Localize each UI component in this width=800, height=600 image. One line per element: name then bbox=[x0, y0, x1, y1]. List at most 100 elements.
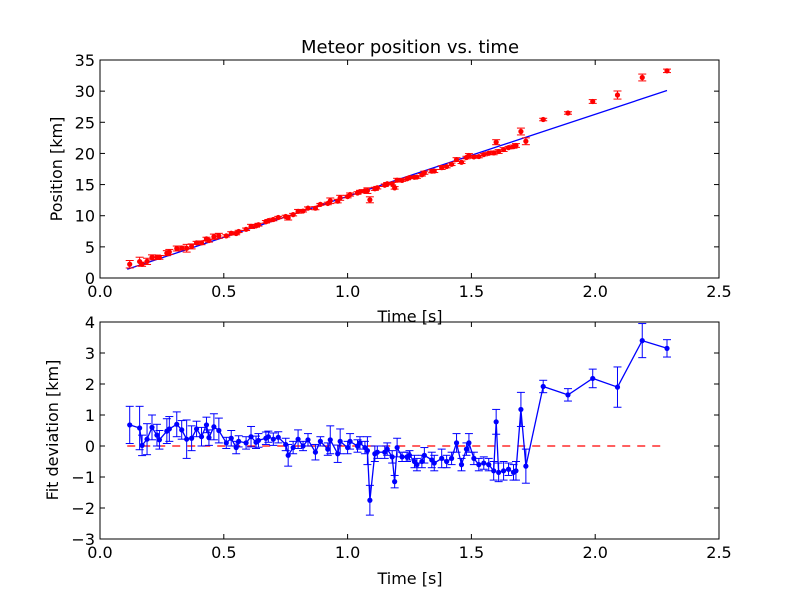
deviation-point bbox=[248, 434, 254, 440]
position-point bbox=[216, 233, 222, 239]
deviation-point bbox=[493, 419, 499, 425]
position-point bbox=[206, 237, 212, 244]
deviation-point bbox=[347, 438, 353, 444]
deviation-data bbox=[125, 323, 672, 516]
position-point bbox=[149, 254, 155, 260]
x-tick-label: 1.5 bbox=[459, 282, 484, 301]
x-tick-label: 0.5 bbox=[211, 543, 236, 562]
position-point bbox=[518, 128, 524, 135]
position-point bbox=[448, 161, 455, 167]
deviation-point bbox=[444, 458, 450, 465]
position-point bbox=[243, 226, 249, 232]
deviation-point bbox=[639, 338, 645, 344]
deviation-point bbox=[203, 422, 210, 428]
deviation-point bbox=[431, 460, 437, 466]
deviation-point bbox=[255, 437, 262, 444]
position-data bbox=[125, 68, 672, 270]
y-tick-label: 0 bbox=[85, 269, 95, 288]
deviation-point bbox=[540, 383, 546, 390]
position-point bbox=[184, 245, 190, 251]
deviation-point bbox=[518, 406, 524, 413]
deviation-point bbox=[476, 462, 482, 468]
position-point bbox=[444, 163, 450, 170]
y-tick-label: 25 bbox=[75, 113, 95, 132]
position-point bbox=[367, 197, 373, 203]
position-point bbox=[476, 153, 482, 160]
deviation-point bbox=[421, 452, 427, 458]
position-point bbox=[505, 145, 512, 151]
deviation-point bbox=[523, 463, 529, 469]
deviation-point bbox=[139, 442, 145, 448]
position-point bbox=[414, 174, 420, 180]
y-tick-label: 10 bbox=[75, 207, 95, 226]
position-point bbox=[327, 198, 333, 204]
position-point bbox=[364, 188, 371, 194]
position-point bbox=[285, 215, 291, 221]
deviation-point bbox=[317, 438, 323, 444]
position-point bbox=[639, 74, 645, 81]
deviation-point bbox=[216, 427, 222, 434]
deviation-point bbox=[243, 440, 249, 446]
position-point bbox=[156, 254, 163, 260]
deviation-point bbox=[448, 455, 455, 461]
y-tick-label: 20 bbox=[75, 144, 95, 163]
deviation-point bbox=[228, 435, 234, 441]
deviation-point bbox=[414, 462, 420, 468]
deviation-point bbox=[275, 434, 281, 440]
position-point bbox=[189, 243, 195, 250]
y-tick-label: 4 bbox=[85, 313, 95, 332]
deviation-point bbox=[236, 438, 242, 444]
position-point bbox=[347, 191, 353, 198]
position-y-axis-label: Position [km] bbox=[47, 117, 66, 222]
y-tick-label: 15 bbox=[75, 176, 95, 195]
position-point bbox=[394, 177, 400, 183]
deviation-point bbox=[327, 437, 333, 443]
y-tick-label: −3 bbox=[71, 530, 95, 549]
deviation-point bbox=[211, 424, 217, 430]
deviation-point bbox=[265, 434, 271, 440]
deviation-point bbox=[179, 427, 185, 433]
deviation-axes-frame bbox=[99, 321, 720, 540]
deviation-ticks: 0.0 0.5 1.0 1.5 2.0 2.5 −3 −2 −1 0 1 2 3 4 bbox=[71, 313, 731, 562]
deviation-point bbox=[374, 449, 380, 455]
position-point bbox=[458, 159, 465, 165]
y-tick-label: 5 bbox=[85, 238, 95, 257]
deviation-y-axis-label: Fit deviation [km] bbox=[43, 360, 62, 501]
x-tick-label: 1.0 bbox=[335, 282, 360, 301]
position-point bbox=[166, 249, 172, 255]
position-point bbox=[295, 208, 301, 214]
deviation-point bbox=[127, 422, 133, 428]
position-point bbox=[399, 177, 405, 184]
deviation-point bbox=[590, 375, 596, 382]
position-axes-frame bbox=[99, 59, 720, 279]
deviation-point bbox=[325, 446, 331, 452]
deviation-point bbox=[312, 449, 319, 455]
deviation-point bbox=[144, 436, 150, 442]
deviation-point bbox=[664, 345, 670, 351]
position-point bbox=[179, 245, 185, 251]
position-point bbox=[374, 185, 380, 191]
deviation-point bbox=[233, 444, 239, 451]
deviation-point bbox=[300, 443, 306, 449]
y-tick-label: −1 bbox=[71, 468, 95, 487]
deviation-point bbox=[156, 437, 163, 443]
position-point bbox=[275, 214, 281, 221]
position-point bbox=[496, 148, 502, 155]
position-point bbox=[270, 216, 276, 223]
deviation-point bbox=[453, 440, 460, 446]
position-point bbox=[614, 92, 621, 98]
deviation-point bbox=[364, 448, 371, 454]
deviation-point bbox=[389, 454, 395, 460]
deviation-point bbox=[500, 468, 507, 474]
deviation-point bbox=[513, 468, 519, 474]
deviation-point bbox=[565, 392, 571, 398]
deviation-point bbox=[496, 469, 502, 475]
x-tick-label: 0.0 bbox=[87, 543, 112, 562]
deviation-chart: 0.0 0.5 1.0 1.5 2.0 2.5 −3 −2 −1 0 1 2 3 4 Time [s] F… bbox=[43, 313, 732, 588]
deviation-point bbox=[223, 440, 229, 446]
deviation-point bbox=[486, 462, 492, 468]
deviation-point bbox=[439, 455, 445, 461]
x-tick-label: 2.5 bbox=[706, 543, 731, 562]
